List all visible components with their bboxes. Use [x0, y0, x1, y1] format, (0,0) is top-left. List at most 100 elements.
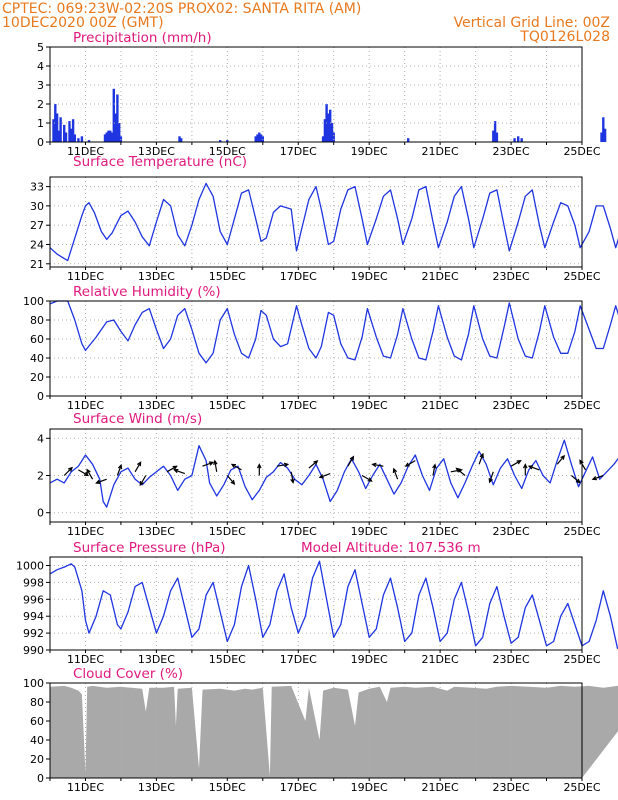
precip-bar-2 [55, 113, 59, 142]
wind-vector-25 [456, 467, 466, 476]
cloud-ytick-label-3: 60 [30, 715, 44, 728]
precip-bar-9 [71, 119, 75, 142]
wind-vector-head-9 [208, 461, 215, 466]
precipitation-title: Precipitation (mm/h) [73, 30, 212, 46]
precip-xtick-label-4: 19DEC [351, 145, 388, 158]
wind-vector-head-17 [318, 474, 324, 479]
precip-bar-29 [256, 134, 259, 142]
pressure-xtick-label-3: 17DEC [280, 653, 317, 666]
wind-vector-0 [63, 467, 73, 476]
wind-vector-16 [308, 460, 318, 469]
humidity-ytick-label-0: 0 [37, 390, 44, 403]
wind-vector-head-21 [392, 467, 398, 473]
wind-vector-18 [347, 456, 354, 467]
temperature-ytick-label-4: 33 [30, 181, 44, 194]
precip-bar-27 [226, 140, 229, 142]
wind-ytick-label-2: 4 [37, 432, 44, 445]
precip-bar-3 [57, 130, 61, 142]
temperature-xtick-label-3: 17DEC [280, 270, 317, 283]
cloud-ytick-label-5: 100 [23, 677, 44, 690]
pressure-xtick-label-2: 15DEC [209, 653, 246, 666]
temperature-ytick-label-1: 24 [30, 239, 44, 252]
pressure-xtick-label-1: 13DEC [138, 653, 175, 666]
humidity-series-line [49, 300, 618, 364]
wind-vector-26 [478, 453, 484, 465]
temperature-ytick-label-2: 27 [30, 219, 44, 232]
wind-vector-head-26 [479, 452, 484, 459]
wind-vector-head-0 [68, 466, 73, 472]
temperature-xtick-label-5: 21DEC [422, 270, 459, 283]
cloud-ytick-label-1: 20 [30, 753, 44, 766]
wind-vector-15 [290, 471, 294, 483]
wind-title: Surface Wind (m/s) [73, 411, 202, 427]
precip-bar-43 [495, 132, 499, 142]
precip-bar-8 [70, 128, 73, 142]
pressure-ytick-label-0: 990 [23, 644, 44, 657]
precip-bar-42 [493, 121, 497, 142]
humidity-xtick-label-0: 11DEC [67, 399, 104, 412]
precip-bar-4 [59, 117, 62, 142]
humidity-ytick-label-1: 20 [30, 371, 44, 384]
precip-xtick-label-5: 21DEC [422, 145, 459, 158]
humidity-ytick-label-2: 40 [30, 352, 44, 365]
temperature-xtick-label-7: 25DEC [563, 270, 600, 283]
precip-bar-1 [54, 104, 57, 142]
cloud-xtick-label-7: 25DEC [563, 781, 600, 794]
pressure-xtick-label-5: 21DEC [422, 653, 459, 666]
precip-bar-18 [110, 132, 114, 142]
temperature-frame [49, 176, 583, 268]
wind-vector-head-1 [83, 471, 90, 477]
wind-vector-head-10 [213, 459, 218, 465]
precip-bar-21 [116, 94, 119, 142]
precip-ytick-label-4: 4 [37, 60, 44, 73]
precip-bar-25 [180, 138, 183, 142]
temperature-title: Surface Temperature (nC) [73, 154, 247, 170]
precip-ytick-label-1: 1 [37, 117, 44, 130]
temperature-xtick-label-2: 15DEC [209, 270, 246, 283]
pressure-xtick-label-6: 23DEC [493, 653, 530, 666]
precip-bar-13 [87, 140, 91, 142]
precip-bar-22 [118, 123, 121, 142]
wind-xtick-label-7: 25DEC [563, 525, 600, 538]
wind-vector-28 [510, 460, 521, 467]
pressure-ytick-label-3: 996 [23, 593, 44, 606]
cloud-xtick-label-4: 19DEC [351, 781, 388, 794]
precip-bar-47 [600, 132, 603, 142]
wind-vector-head-15 [290, 478, 295, 484]
wind-vector-23 [432, 464, 436, 476]
wind-vector-head-13 [256, 463, 262, 469]
precip-xtick-label-7: 25DEC [563, 145, 600, 158]
precip-bar-38 [330, 123, 334, 142]
wind-vector-head-34 [591, 475, 597, 481]
precip-bar-24 [178, 136, 181, 142]
precip-bar-7 [68, 121, 71, 142]
wind-vector-head-18 [349, 455, 355, 461]
precip-bar-30 [258, 132, 261, 142]
wind-panel: Surface Wind (m/s) 0 2 4 11DEC 13DEC 15DEC 17D… [37, 411, 618, 538]
humidity-xtick-label-7: 25DEC [563, 399, 600, 412]
temperature-ytick-label-0: 21 [30, 258, 44, 271]
wind-vector-9 [202, 461, 214, 467]
pressure-ytick-label-2: 994 [23, 610, 44, 623]
wind-vector-21 [393, 468, 399, 480]
precip-ytick-label-5: 5 [37, 41, 44, 54]
precipitation-panel: Precipitation (mm/h) 0 1 2 3 4 5 11DEC 13DEC 15D… [37, 30, 607, 158]
wind-vector-12 [231, 463, 242, 471]
pressure-ytick-label-1: 992 [23, 627, 44, 640]
humidity-xtick-label-2: 15DEC [209, 399, 246, 412]
wind-vector-2 [86, 469, 94, 480]
precip-xtick-label-2: 15DEC [209, 145, 246, 158]
wind-vector-head-8 [173, 468, 179, 474]
wind-vector-head-14 [283, 462, 290, 468]
precip-bar-6 [64, 132, 68, 142]
wind-vector-head-27 [488, 478, 493, 484]
precip-bar-36 [327, 113, 330, 142]
wind-vector-6 [139, 475, 147, 486]
header-grid-note: Vertical Grid Line: 00Z [454, 15, 610, 31]
wind-vector-20 [372, 463, 384, 467]
precip-bar-48 [602, 117, 605, 142]
wind-xtick-label-2: 15DEC [209, 525, 246, 538]
wind-vector-head-4 [117, 463, 123, 470]
wind-vector-head-20 [371, 462, 377, 468]
